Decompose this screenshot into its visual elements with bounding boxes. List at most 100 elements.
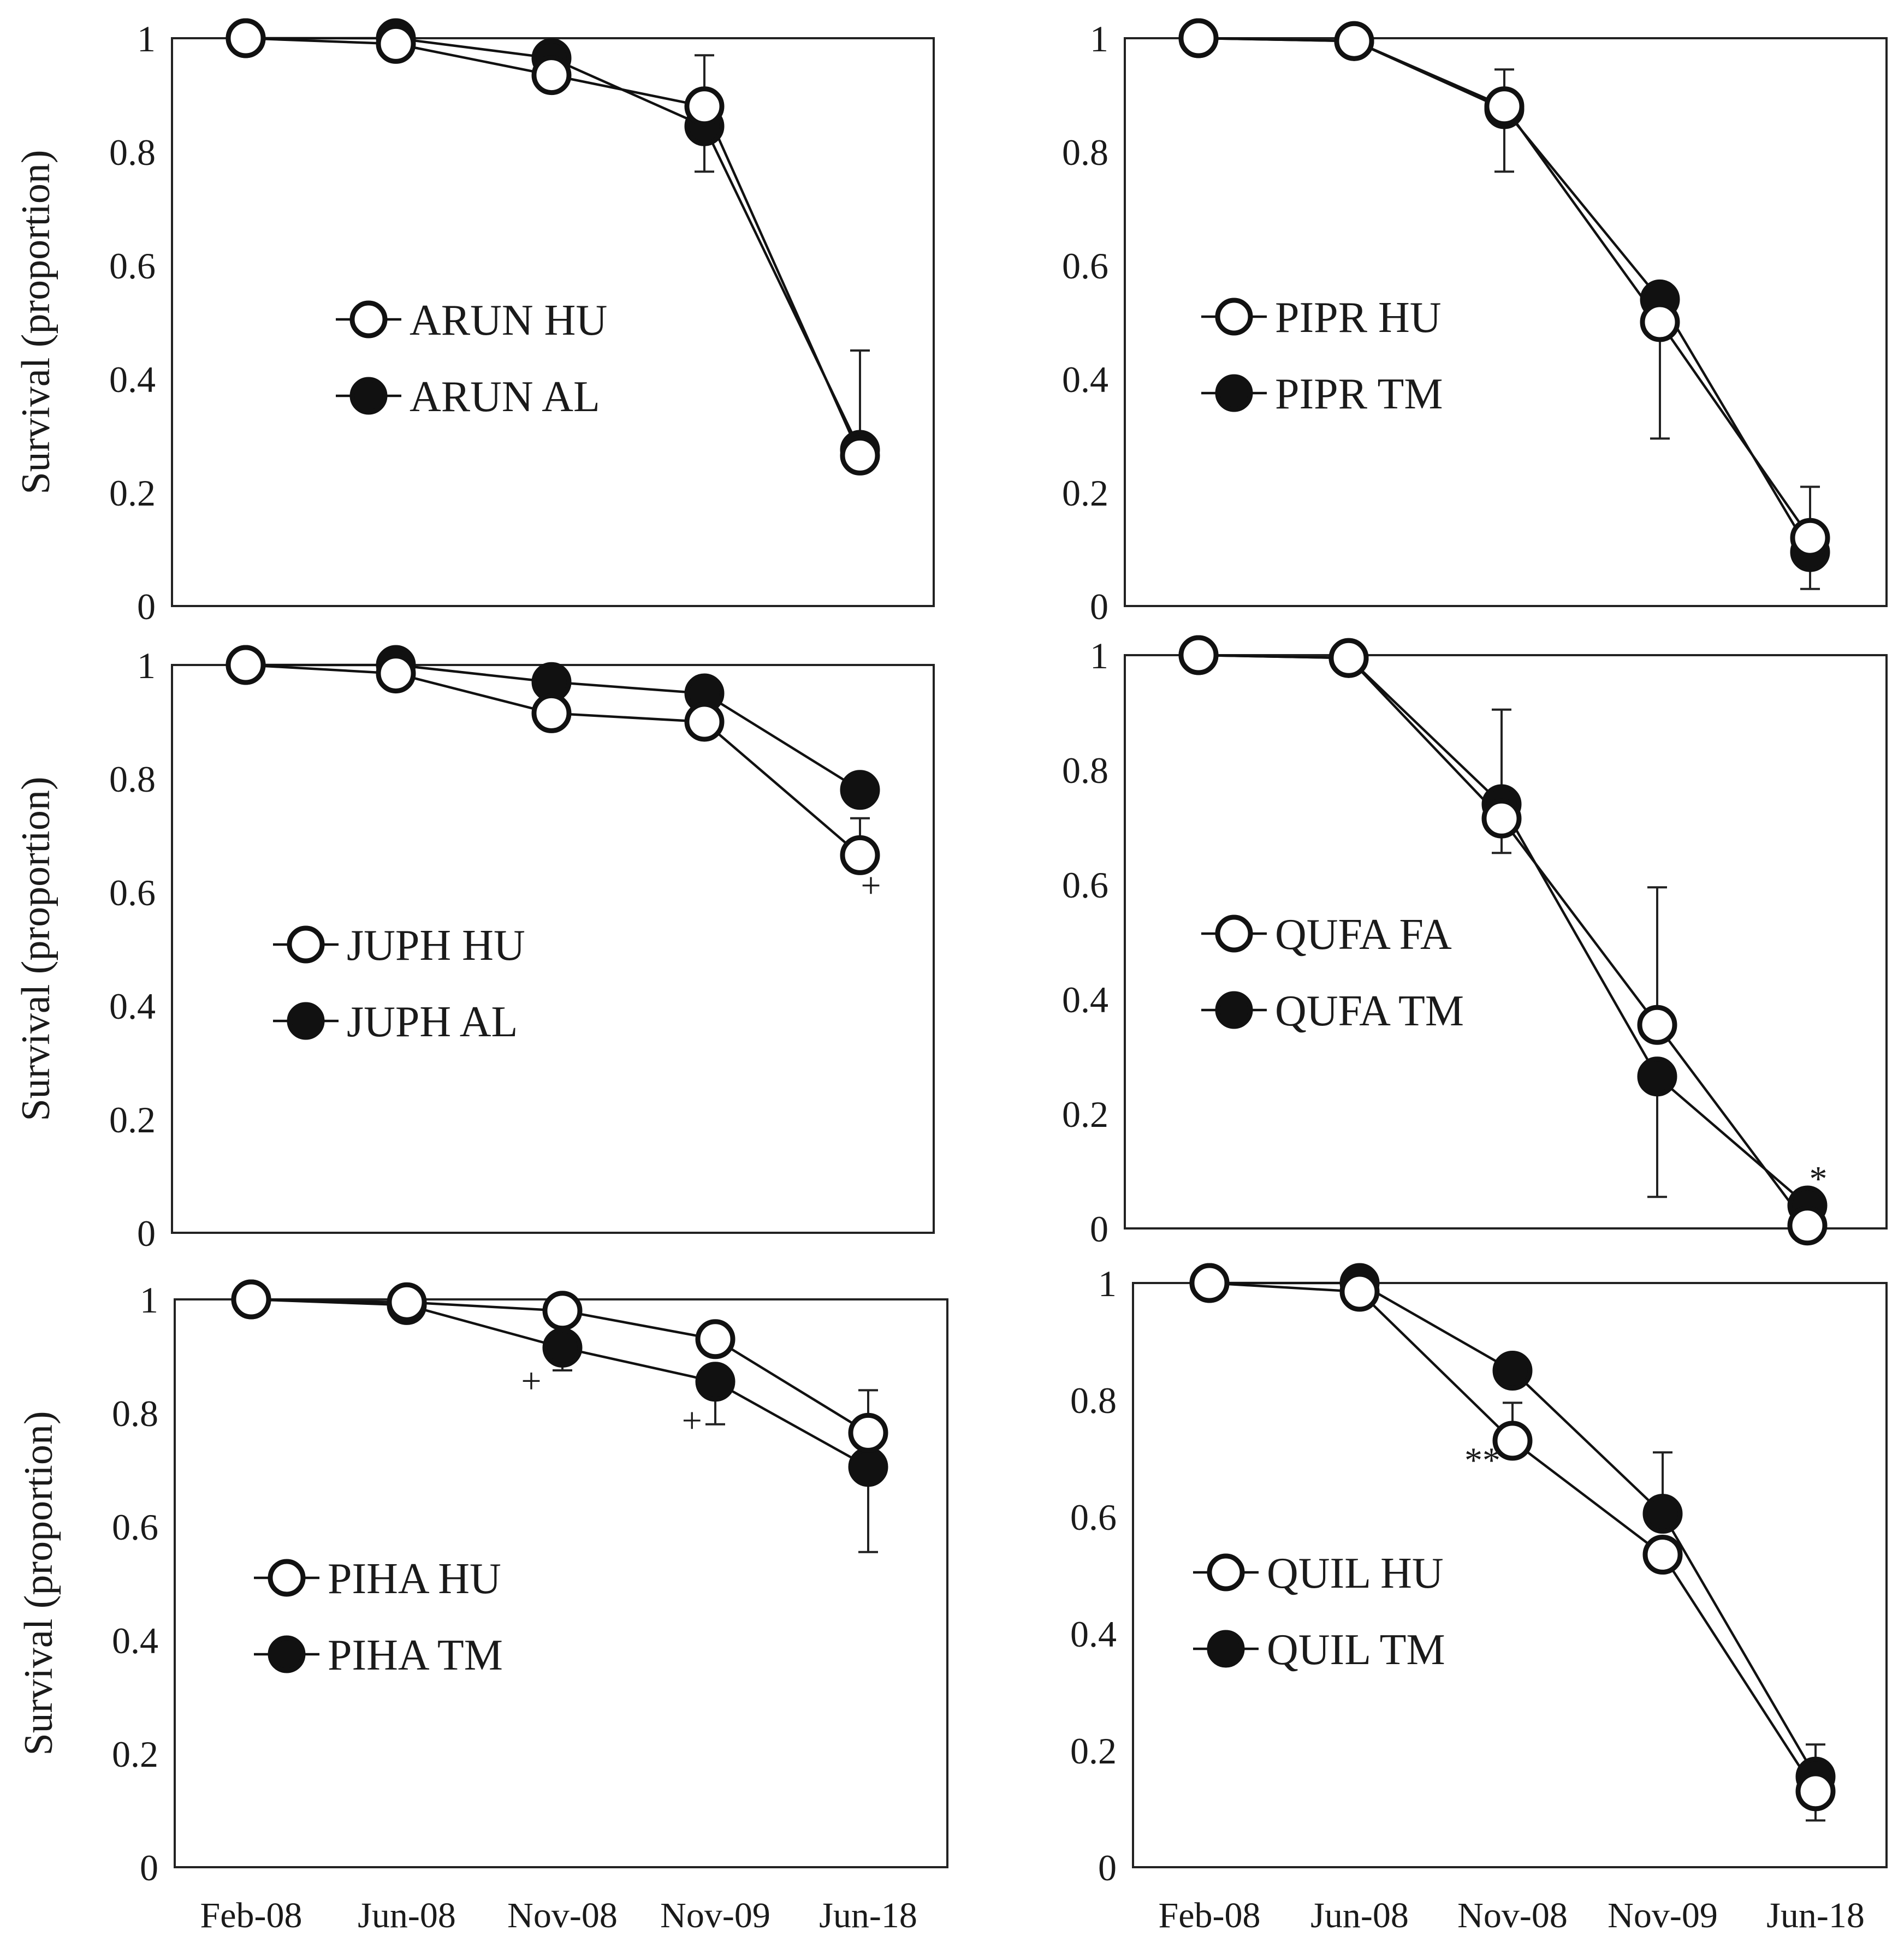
y-tick-label: 0.2 <box>1070 1730 1117 1772</box>
data-point <box>840 435 880 476</box>
x-tick-label: Nov-09 <box>1608 1896 1718 1935</box>
x-tick-label: Feb-08 <box>200 1896 302 1935</box>
y-tick-label: 0.4 <box>1062 979 1108 1020</box>
legend-entry: QUIL HU <box>1267 1549 1444 1597</box>
data-point <box>376 23 416 64</box>
legend-marker <box>1207 1553 1245 1591</box>
plot-frame <box>1124 654 1888 1230</box>
y-tick-label: 1 <box>140 1279 158 1321</box>
data-point <box>840 835 880 875</box>
y-tick-label: 0 <box>1090 1208 1108 1250</box>
plot-frame <box>1132 1282 1888 1868</box>
legend-marker <box>287 925 325 964</box>
legend-entry: JUPH AL <box>347 998 518 1046</box>
data-point <box>231 1279 271 1320</box>
plot-frame <box>1124 37 1888 607</box>
legend-entry: QUFA TM <box>1275 987 1464 1035</box>
data-point <box>848 1412 888 1453</box>
legend-entry: JUPH HU <box>347 922 525 970</box>
x-tick-label: Nov-08 <box>1457 1896 1568 1935</box>
data-point <box>1637 1005 1677 1045</box>
panel-6: 0 0.2 0.4 0.6 0.8 1 Feb-08 Jun-08 Nov-08 Nov-09 Ju… <box>1070 1263 1888 1935</box>
data-point <box>1178 18 1219 58</box>
data-point <box>840 770 880 810</box>
data-point <box>1328 638 1369 678</box>
data-point <box>1790 518 1830 558</box>
y-tick-label: 0.4 <box>1062 359 1108 400</box>
data-point <box>1492 1421 1533 1461</box>
legend-marker <box>1215 298 1253 336</box>
data-point <box>1640 302 1680 342</box>
y-axis-label: Survival (proportion) <box>16 1411 61 1756</box>
significance-annotation: ** <box>1464 1440 1500 1480</box>
data-point <box>387 1282 427 1322</box>
x-tick-label: Jun-08 <box>358 1896 456 1935</box>
panel-4: 0 0.2 0.4 0.6 0.8 1 * QUFA FA QUFA TM <box>1062 635 1888 1250</box>
data-point <box>1339 1272 1380 1312</box>
x-tick-label: Jun-18 <box>819 1896 917 1935</box>
data-point <box>684 86 725 127</box>
data-point <box>1484 86 1525 127</box>
data-point <box>542 1291 583 1331</box>
data-point <box>1334 21 1374 61</box>
y-tick-label: 0.2 <box>1062 1094 1108 1135</box>
panel-2: 0 0.2 0.4 0.6 0.8 1 PIPR HU PIPR TM <box>1062 18 1888 627</box>
y-tick-label: 0.6 <box>112 1506 158 1548</box>
y-axis-label: Survival (proportion) <box>14 777 58 1121</box>
data-point <box>1492 1351 1533 1391</box>
legend-entry: QUIL TM <box>1267 1626 1445 1674</box>
data-point <box>226 645 266 685</box>
y-tick-label: 0.2 <box>112 1733 158 1775</box>
y-tick-label: 1 <box>1090 635 1108 676</box>
significance-annotation: * <box>1810 1159 1828 1199</box>
y-tick-label: 0.4 <box>112 1620 158 1661</box>
y-tick-label: 0.8 <box>1070 1380 1117 1421</box>
plot-frame <box>171 664 935 1234</box>
data-point <box>848 1447 888 1487</box>
y-tick-label: 0.2 <box>1062 472 1108 514</box>
x-tick-label: Jun-18 <box>1766 1896 1865 1935</box>
data-point <box>1787 1205 1828 1246</box>
x-tick-label: Jun-08 <box>1310 1896 1409 1935</box>
y-tick-label: 0.2 <box>109 1099 156 1141</box>
y-tick-label: 0.8 <box>109 758 156 800</box>
data-point <box>1637 1056 1677 1097</box>
data-point <box>695 1362 735 1402</box>
x-tick-label: Feb-08 <box>1159 1896 1261 1935</box>
y-tick-label: 0.6 <box>109 245 156 287</box>
legend-marker <box>268 1635 306 1673</box>
legend-entry: PIPR TM <box>1275 370 1443 418</box>
data-point <box>542 1327 583 1368</box>
legend-marker <box>1215 991 1253 1029</box>
data-point <box>226 18 266 58</box>
y-tick-label: 0.6 <box>1062 864 1108 906</box>
y-tick-label: 1 <box>137 18 156 60</box>
y-tick-label: 0.6 <box>1070 1496 1117 1538</box>
y-tick-label: 0.6 <box>109 872 156 913</box>
legend-entry: PIHA TM <box>328 1631 503 1679</box>
legend-entry: QUFA FA <box>1275 911 1452 959</box>
y-tick-label: 0.4 <box>109 985 156 1027</box>
y-tick-label: 1 <box>1098 1263 1117 1304</box>
data-point <box>1481 798 1522 839</box>
y-tick-label: 0.2 <box>109 472 156 514</box>
legend-marker <box>1215 914 1253 953</box>
legend-entry: PIHA HU <box>328 1555 501 1603</box>
y-tick-label: 0 <box>1098 1847 1117 1888</box>
data-point <box>1189 1263 1230 1303</box>
legend-entry: ARUN HU <box>410 296 607 345</box>
y-tick-label: 0.8 <box>112 1393 158 1434</box>
y-tick-label: 0.8 <box>109 132 156 173</box>
legend-entry: PIPR HU <box>1275 294 1442 342</box>
y-tick-label: 0 <box>137 586 156 627</box>
y-tick-label: 1 <box>137 645 156 686</box>
y-tick-label: 0 <box>140 1847 158 1888</box>
y-tick-label: 0.8 <box>1062 132 1108 173</box>
legend-entry: ARUN AL <box>410 373 600 421</box>
data-point <box>1178 635 1219 675</box>
y-tick-label: 1 <box>1090 18 1108 60</box>
x-tick-label: Nov-08 <box>507 1896 618 1935</box>
legend-marker <box>349 300 388 338</box>
data-point <box>531 55 572 96</box>
